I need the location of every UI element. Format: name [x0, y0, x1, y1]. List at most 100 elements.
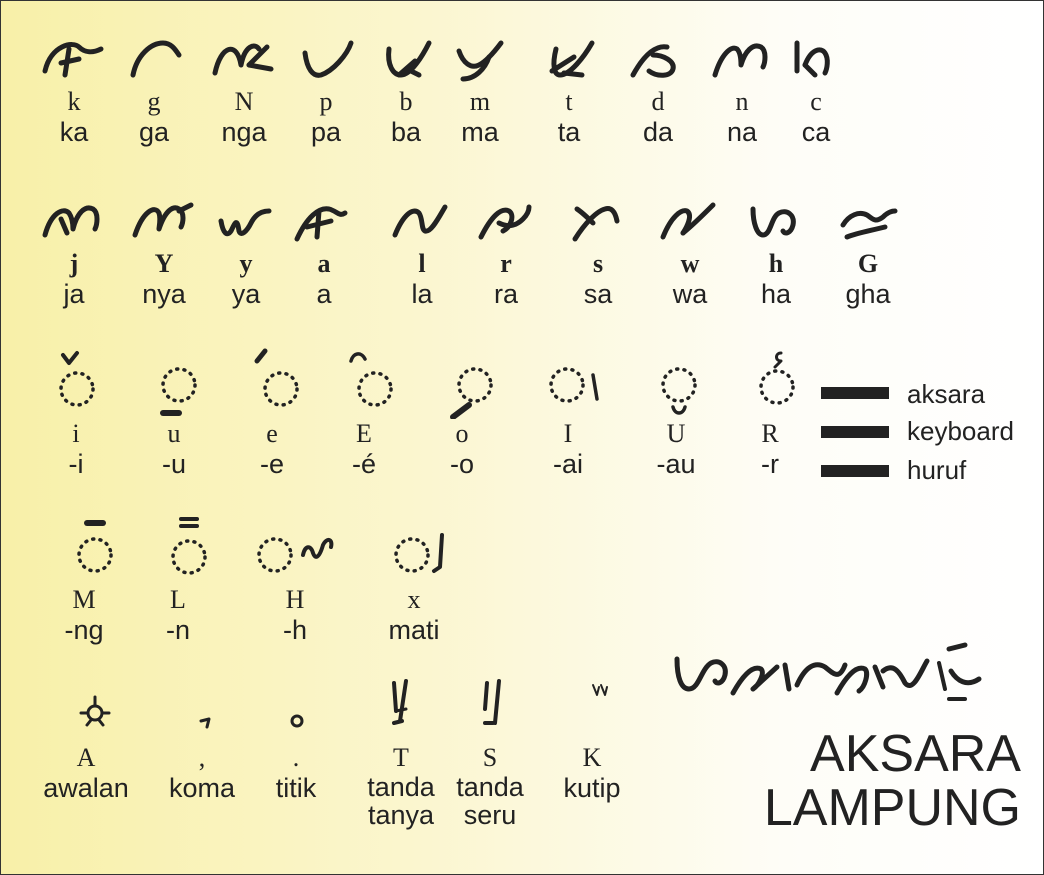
key-label: n — [735, 87, 749, 116]
wa-glyph — [660, 202, 716, 240]
ba-glyph — [386, 40, 432, 78]
legend-aksara: aksara — [907, 379, 986, 409]
key-label: y — [239, 249, 253, 278]
key-label: b — [399, 87, 413, 116]
latin-label: -i — [68, 449, 84, 479]
bitan-o-sign — [450, 367, 493, 419]
letter-la: l la — [377, 197, 467, 309]
latin-label: ka — [59, 117, 89, 147]
latin-label: na — [726, 117, 758, 147]
ulan-e-sign — [254, 348, 299, 407]
keleniau-sign — [661, 367, 697, 415]
latin-label: nga — [221, 117, 267, 147]
tekelubang-n-sign — [171, 517, 207, 575]
latin-label: -au — [656, 449, 696, 479]
key-label: j — [69, 249, 79, 278]
key-label: U — [666, 419, 686, 448]
sign-r: R -r — [725, 347, 815, 479]
aksara-lampung-script-word — [674, 642, 982, 701]
letter-da: d da — [613, 35, 703, 147]
key-label: . — [292, 743, 300, 772]
tekelingai-sign — [549, 367, 599, 403]
na-glyph — [712, 43, 768, 78]
key-label: E — [356, 419, 372, 448]
latin-label: -n — [165, 615, 190, 645]
koma-sign — [199, 717, 211, 729]
letter-wa: w wa — [645, 197, 735, 309]
key-label: e — [266, 419, 278, 448]
key-label: w — [680, 249, 700, 278]
key-label: r — [500, 249, 512, 278]
latin-label: -é — [351, 449, 376, 479]
key-label: K — [582, 743, 602, 772]
question-sign — [392, 679, 408, 725]
sign-ai: I -ai — [523, 347, 613, 479]
sign-o: o -o — [417, 347, 507, 479]
key-label: d — [651, 87, 665, 116]
letter-nga: N nga — [199, 35, 289, 147]
latin-label: ra — [493, 279, 518, 309]
latin-label: ga — [138, 117, 170, 147]
legend-bar-keyboard — [821, 426, 889, 438]
key-label: I — [563, 419, 573, 448]
punct-awalan: A awalan — [41, 687, 131, 803]
letter-ma: m ma — [435, 35, 525, 147]
legend-huruf: huruf — [907, 455, 967, 485]
punct-kutip: K kutip — [547, 673, 637, 803]
key-label: m — [469, 87, 491, 116]
latin-label: -ai — [552, 449, 583, 479]
sign-e: e -e — [227, 347, 317, 479]
key-label: p — [319, 87, 333, 116]
key-label: H — [285, 585, 305, 614]
sign-h: H -h — [245, 515, 345, 645]
punct-titik: . titik — [251, 687, 341, 803]
latin-label: tanda tanya — [367, 772, 435, 830]
key-label: Y — [154, 249, 174, 278]
quote-sign — [592, 684, 608, 696]
legend-keyboard: keyboard — [907, 416, 1014, 446]
key-label: a — [317, 249, 331, 278]
key-label: x — [407, 585, 421, 614]
key-label: k — [67, 87, 81, 116]
latin-label: ma — [461, 117, 499, 147]
key-label: s — [592, 249, 604, 278]
sign-e-acute: E -é — [319, 347, 409, 479]
key-label: t — [565, 87, 573, 116]
key-label: , — [198, 743, 206, 772]
letter-ja: j ja — [29, 197, 119, 309]
latin-label: kutip — [563, 773, 621, 803]
sa-glyph — [572, 206, 620, 242]
latin-label: titik — [275, 773, 317, 803]
ha-glyph — [750, 206, 796, 238]
punct-koma: , koma — [157, 687, 247, 803]
punct-exclamation: S tanda seru — [445, 673, 535, 829]
letter-ca: c ca — [771, 35, 861, 147]
latin-label: awalan — [43, 773, 129, 803]
latin-label: sa — [583, 279, 613, 309]
exclamation-sign — [483, 679, 501, 725]
ja-glyph — [42, 205, 100, 238]
key-label: l — [418, 249, 426, 278]
la-glyph — [392, 204, 448, 238]
nya-glyph — [132, 202, 194, 238]
ga-glyph — [130, 40, 182, 78]
latin-label: da — [642, 117, 674, 147]
nga-glyph — [212, 43, 274, 76]
latin-label: ca — [801, 117, 831, 147]
letter-ya: y ya — [201, 197, 291, 309]
letter-nya: Y nya — [119, 197, 209, 309]
sign-ng: M -ng — [39, 515, 129, 645]
pa-glyph — [302, 40, 354, 78]
latin-label: a — [316, 279, 332, 309]
letter-ga: g ga — [109, 35, 199, 147]
sign-mati: x mati — [369, 515, 459, 645]
ra-glyph — [478, 204, 532, 240]
key-label: L — [170, 585, 186, 614]
latin-label: -o — [449, 449, 474, 479]
letter-a: a a — [279, 197, 369, 309]
title-line-2: LAMPUNG — [763, 779, 1021, 837]
rejunjung-sign — [759, 351, 795, 405]
letter-ba: b ba — [361, 35, 451, 147]
bitan-u-sign — [160, 367, 197, 416]
